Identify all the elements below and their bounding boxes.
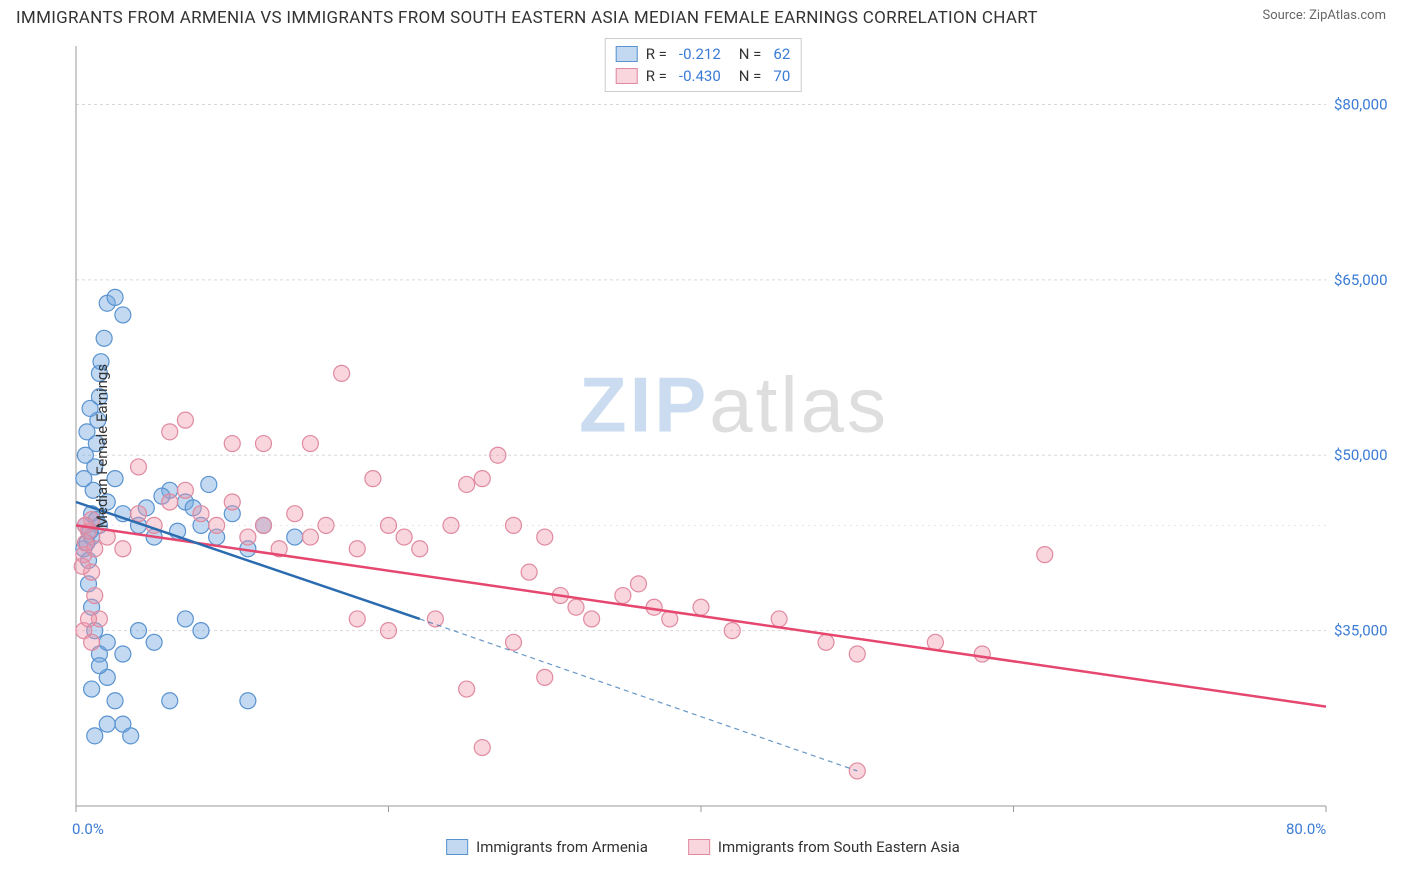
correlation-legend: R = -0.212 N = 62 R = -0.430 N = 70 <box>605 38 802 92</box>
n-prefix: N = <box>739 67 762 85</box>
series-legend: Immigrants from Armenia Immigrants from … <box>446 838 960 856</box>
chart-container: Median Female Earnings ZIPatlas $35,000$… <box>16 36 1390 856</box>
svg-text:$50,000: $50,000 <box>1334 446 1388 464</box>
source-label: Source: ZipAtlas.com <box>1262 8 1386 23</box>
x-axis-max-label: 80.0% <box>1286 820 1326 838</box>
legend-item-armenia: Immigrants from Armenia <box>446 838 648 856</box>
r-prefix: R = <box>646 45 667 63</box>
n-prefix: N = <box>739 45 762 63</box>
chart-title: IMMIGRANTS FROM ARMENIA VS IMMIGRANTS FR… <box>16 8 1038 28</box>
legend-swatch-icon <box>446 839 468 855</box>
y-axis-label: Median Female Earnings <box>93 364 111 528</box>
svg-text:$65,000: $65,000 <box>1334 271 1388 289</box>
legend-row-sea: R = -0.430 N = 70 <box>616 65 791 87</box>
legend-item-sea: Immigrants from South Eastern Asia <box>688 838 960 856</box>
svg-text:$35,000: $35,000 <box>1334 622 1388 640</box>
legend-label-sea: Immigrants from South Eastern Asia <box>718 838 960 856</box>
scatter-chart: $35,000 $50,000 $65,000 $80,000 <box>16 36 1390 856</box>
svg-text:$80,000: $80,000 <box>1334 95 1388 113</box>
legend-swatch-sea <box>616 68 638 84</box>
legend-label-armenia: Immigrants from Armenia <box>476 838 648 856</box>
r-value-armenia: -0.212 <box>679 45 721 63</box>
x-axis-min-label: 0.0% <box>72 820 104 838</box>
legend-swatch-icon <box>688 839 710 855</box>
legend-row-armenia: R = -0.212 N = 62 <box>616 43 791 65</box>
n-value-sea: 70 <box>773 67 790 85</box>
legend-swatch-armenia <box>616 46 638 62</box>
n-value-armenia: 62 <box>773 45 790 63</box>
r-prefix: R = <box>646 67 667 85</box>
r-value-sea: -0.430 <box>679 67 721 85</box>
